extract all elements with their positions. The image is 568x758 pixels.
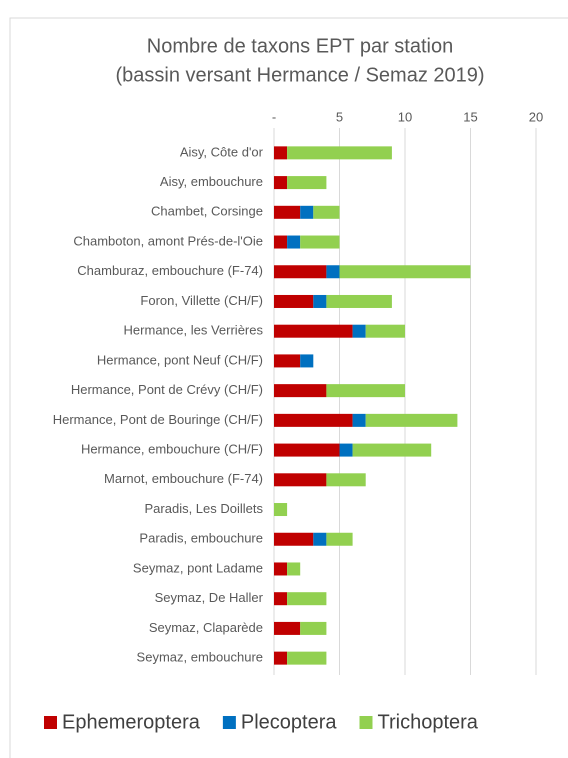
y-tick-label: Hermance, Pont de Crévy (CH/F) bbox=[71, 382, 263, 397]
bar-segment bbox=[287, 176, 327, 190]
bar-segment bbox=[300, 354, 314, 368]
bar-segment bbox=[274, 384, 327, 398]
y-tick-label: Seymaz, De Haller bbox=[155, 590, 264, 605]
y-tick-label: Hermance, embouchure (CH/F) bbox=[81, 442, 263, 457]
bar-segment bbox=[274, 592, 288, 606]
bar-segment bbox=[287, 651, 327, 665]
bar-segment bbox=[274, 443, 340, 457]
y-tick-label: Marnot, embouchure (F-74) bbox=[104, 471, 263, 486]
y-tick-label: Hermance, pont Neuf (CH/F) bbox=[97, 352, 263, 367]
legend-label: Plecoptera bbox=[241, 711, 337, 733]
y-tick-label: Aisy, embouchure bbox=[160, 174, 263, 189]
bar-segment bbox=[326, 473, 366, 487]
bar-segment bbox=[326, 294, 392, 308]
bar-segment bbox=[352, 413, 366, 427]
y-tick-label: Hermance, Pont de Bouringe (CH/F) bbox=[53, 412, 263, 427]
y-tick-label: Foron, Villette (CH/F) bbox=[140, 293, 263, 308]
bar-segment bbox=[274, 532, 314, 546]
bar-segment bbox=[274, 562, 288, 576]
x-tick-label: 10 bbox=[398, 109, 412, 124]
legend-swatch bbox=[359, 716, 373, 729]
y-tick-label: Paradis, embouchure bbox=[139, 531, 263, 546]
legend-swatch bbox=[44, 716, 57, 729]
legend-swatch bbox=[222, 716, 236, 729]
bar-segment bbox=[274, 205, 301, 219]
bar-segment bbox=[274, 265, 327, 279]
x-tick-label: 20 bbox=[529, 109, 543, 124]
bar-segment bbox=[352, 443, 432, 457]
bar-segment bbox=[326, 384, 405, 398]
x-tick-label: - bbox=[272, 109, 276, 124]
chart-subtitle: (bassin versant Hermance / Semaz 2019) bbox=[115, 64, 484, 86]
y-tick-label: Hermance, les Verrières bbox=[124, 323, 264, 338]
bar-segment bbox=[313, 205, 340, 219]
y-tick-label: Seymaz, embouchure bbox=[137, 650, 263, 665]
y-tick-label: Seymaz, Claparède bbox=[149, 620, 263, 635]
bar-segment bbox=[274, 621, 301, 635]
y-tick-label: Seymaz, pont Ladame bbox=[133, 560, 263, 575]
bar-segment bbox=[287, 146, 392, 160]
bar-segment bbox=[313, 294, 327, 308]
bar-segment bbox=[326, 265, 340, 279]
y-tick-label: Chamburaz, embouchure (F-74) bbox=[77, 263, 263, 278]
y-tick-label: Aisy, Côte d'or bbox=[180, 144, 264, 159]
bar-segment bbox=[365, 413, 458, 427]
bar-segment bbox=[274, 324, 353, 338]
y-tick-label: Paradis, Les Doillets bbox=[145, 501, 264, 516]
bar-segment bbox=[300, 205, 314, 219]
bar-segment bbox=[313, 532, 327, 546]
bar-segment bbox=[274, 235, 288, 249]
bar-segment bbox=[274, 413, 353, 427]
x-tick-label: 15 bbox=[463, 109, 477, 124]
bar-segment bbox=[274, 176, 288, 190]
bar-segment bbox=[274, 651, 288, 665]
legend-label: Ephemeroptera bbox=[62, 711, 201, 733]
bar-segment bbox=[274, 146, 288, 160]
bar-segment bbox=[365, 324, 405, 338]
bar-segment bbox=[287, 562, 301, 576]
bar-segment bbox=[300, 621, 327, 635]
bar-segment bbox=[300, 235, 340, 249]
x-tick-label: 5 bbox=[336, 109, 343, 124]
bar-segment bbox=[339, 265, 471, 279]
bar-segment bbox=[287, 592, 327, 606]
y-tick-label: Chamboton, amont Prés-de-l'Oie bbox=[73, 233, 263, 248]
bar-segment bbox=[274, 294, 314, 308]
bar-segment bbox=[326, 532, 353, 546]
y-tick-label: Chambet, Corsinge bbox=[151, 204, 263, 219]
bar-segment bbox=[339, 443, 353, 457]
chart-title: Nombre de taxons EPT par station bbox=[147, 35, 453, 57]
bar-segment bbox=[274, 473, 327, 487]
bar-segment bbox=[352, 324, 366, 338]
legend-label: Trichoptera bbox=[378, 711, 479, 733]
bar-segment bbox=[274, 354, 301, 368]
bar-segment bbox=[287, 235, 301, 249]
bar-segment bbox=[274, 503, 288, 517]
